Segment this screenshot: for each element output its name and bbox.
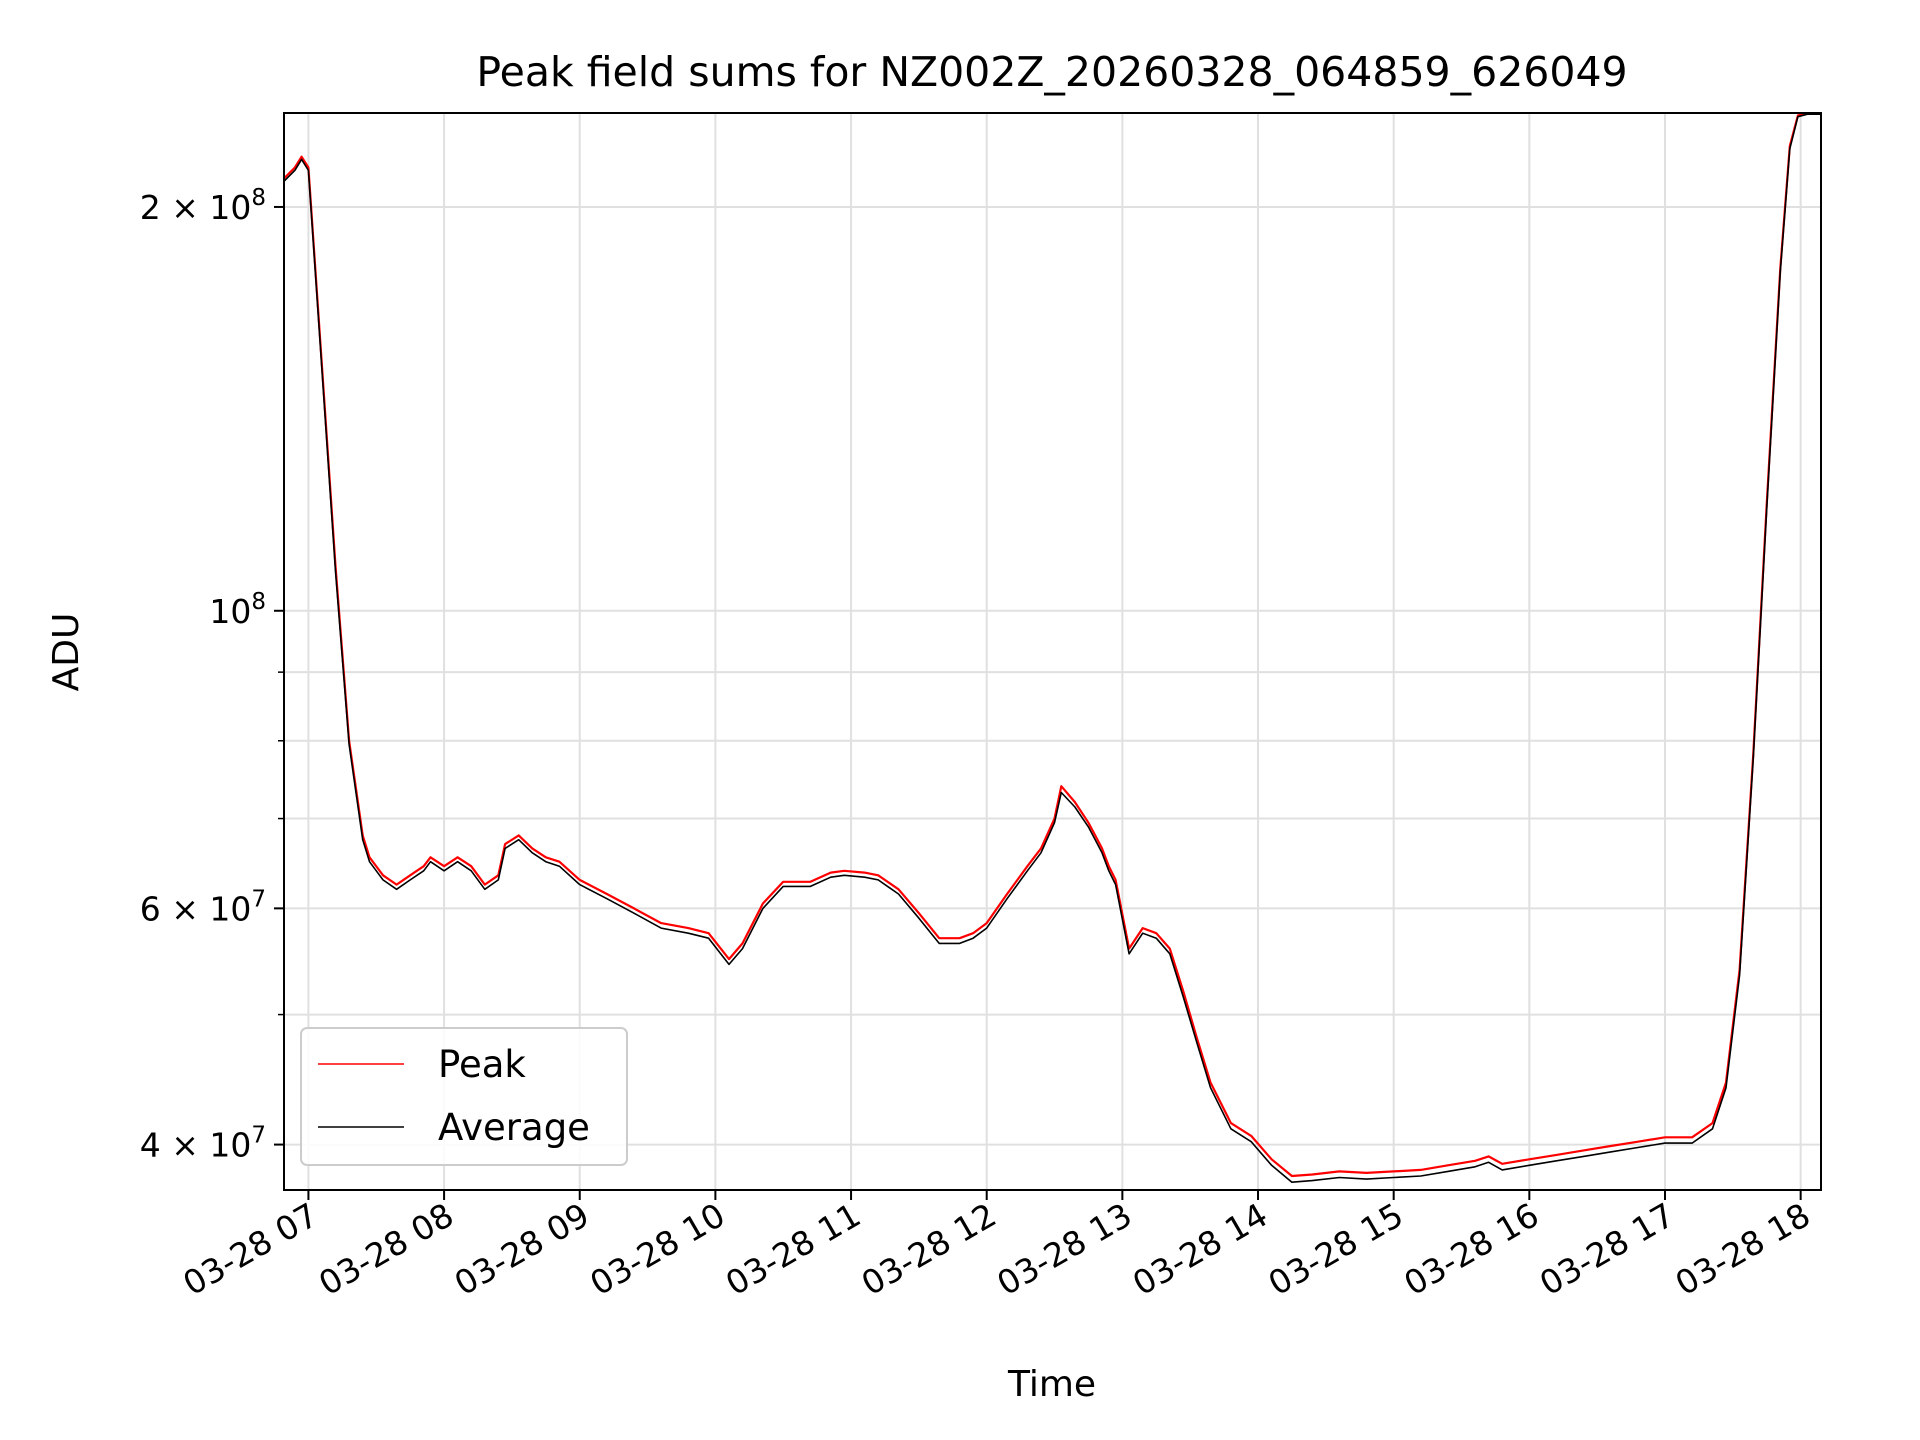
x-tick-label: 03-28 16 (1397, 1195, 1545, 1303)
x-tick-label: 03-28 07 (176, 1195, 324, 1303)
legend-label-peak: Peak (438, 1043, 526, 1086)
series-layer (284, 113, 1821, 1183)
y-tick-label: 6 × 107 (140, 886, 266, 928)
y-tick-label: 108 (209, 589, 266, 631)
x-tick-label: 03-28 15 (1262, 1195, 1410, 1303)
plot-area-frame (283, 112, 1822, 1191)
grid-layer (284, 113, 1821, 1190)
x-tick-label: 03-28 09 (448, 1195, 596, 1303)
legend-label-average: Average (438, 1106, 590, 1149)
x-tick-label: 03-28 13 (990, 1195, 1138, 1303)
x-tick-label: 03-28 17 (1533, 1195, 1681, 1303)
legend: Peak Average (300, 1027, 628, 1166)
x-tick-label: 03-28 10 (583, 1195, 731, 1303)
x-tick-label: 03-28 18 (1669, 1195, 1817, 1303)
chart-title: Peak field sums for NZ002Z_20260328_0648… (476, 48, 1627, 96)
series-line-average (284, 113, 1821, 1183)
legend-box (300, 1027, 628, 1166)
x-tick-label: 03-28 11 (719, 1195, 867, 1303)
x-tick-label: 03-28 12 (855, 1195, 1003, 1303)
y-axis-label: ADU (46, 613, 87, 692)
y-tick-label: 2 × 108 (140, 185, 266, 227)
x-axis-label: Time (1007, 1364, 1096, 1405)
x-tick-label: 03-28 08 (312, 1195, 460, 1303)
series-line-peak (284, 113, 1821, 1178)
x-tick-label: 03-28 14 (1126, 1195, 1274, 1303)
y-tick-label: 4 × 107 (140, 1123, 266, 1165)
